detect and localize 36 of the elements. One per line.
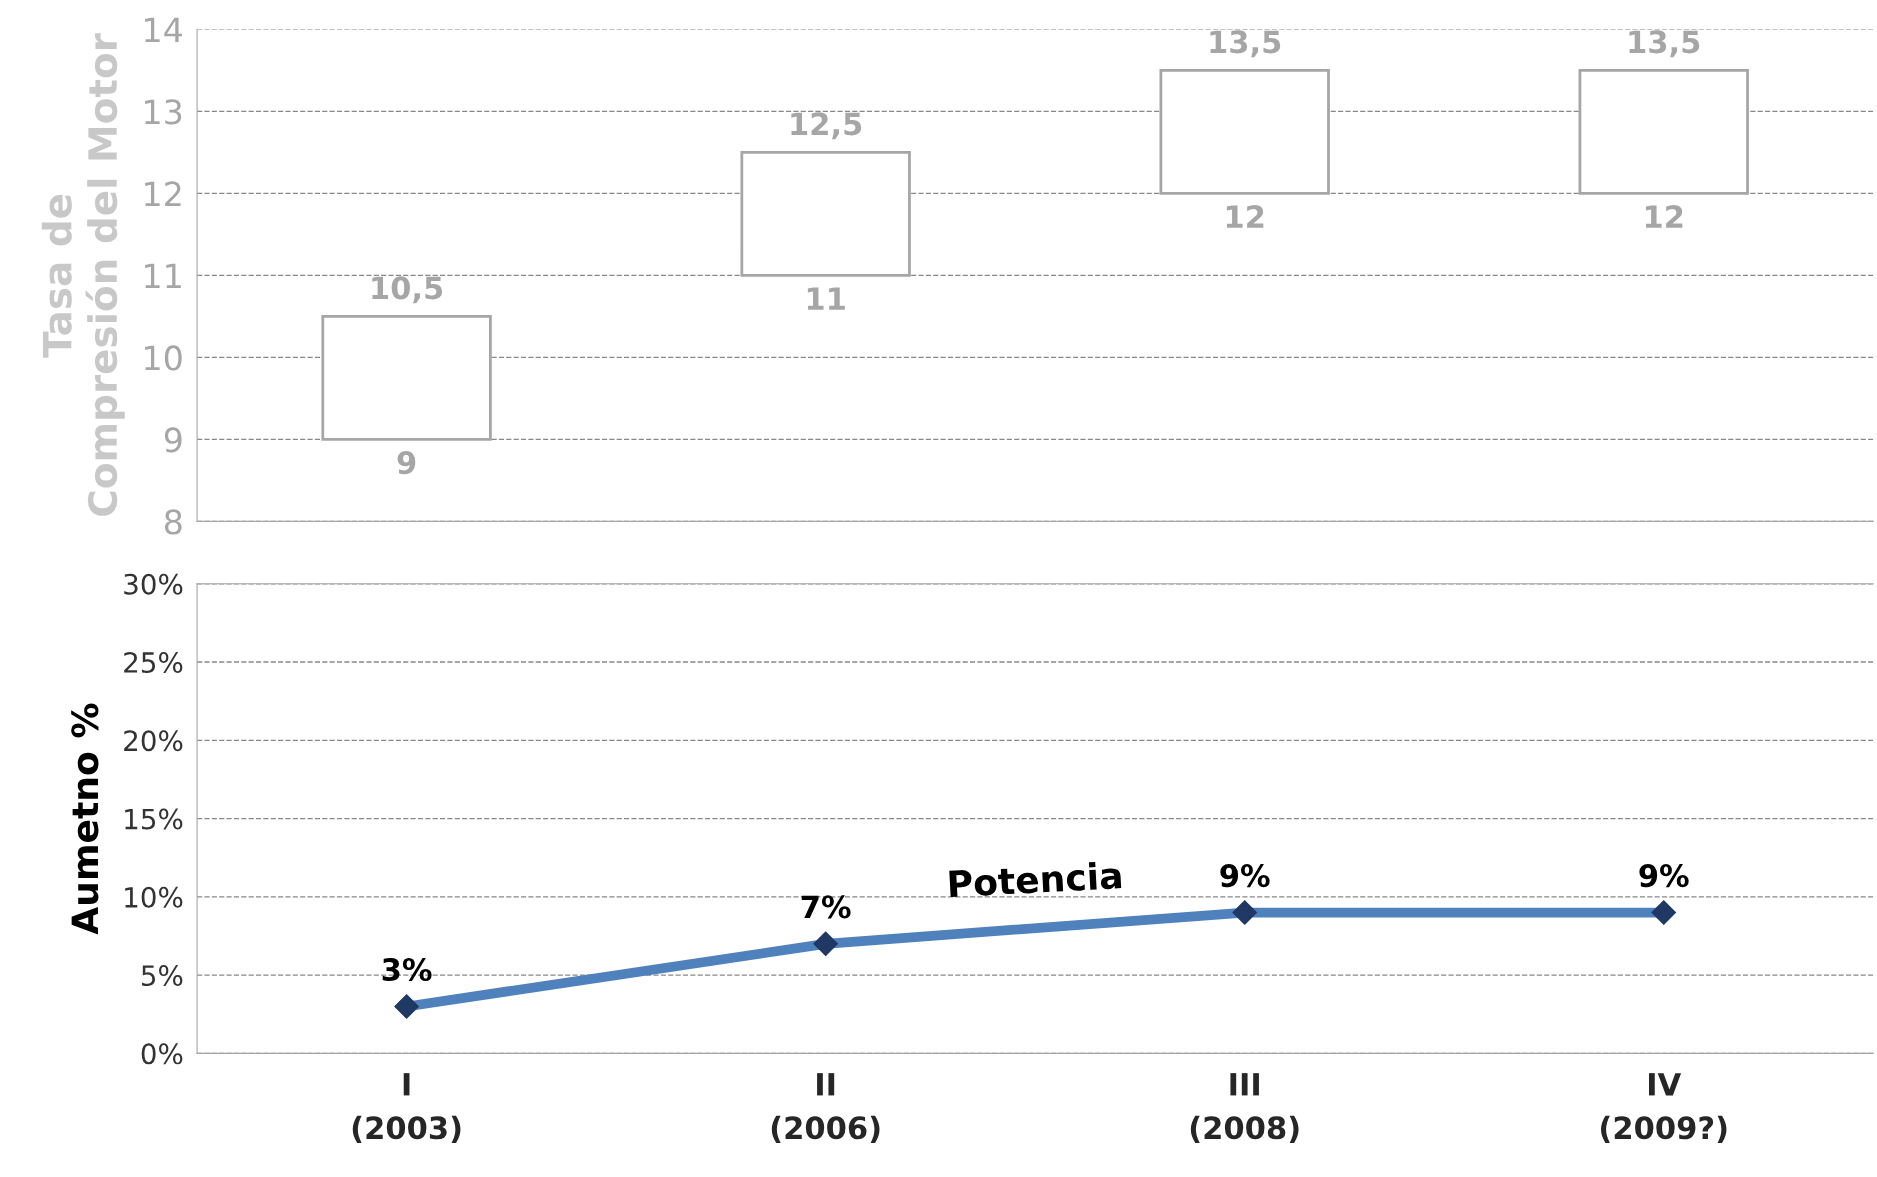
y-axis-title: Aumetno % [71, 703, 99, 935]
y-tick-label: 0% [141, 1043, 183, 1065]
x-tick-label: I (2003) [352, 1073, 461, 1143]
data-label: 7% [801, 895, 851, 919]
y-tick-label: 9 [164, 427, 182, 453]
y-tick-label: 20% [124, 730, 183, 752]
data-label: 9% [1220, 864, 1270, 888]
bar [321, 315, 492, 441]
x-tick-label: IV (2009?) [1601, 1073, 1727, 1143]
annotation: 12,5 [791, 112, 862, 140]
y-tick-label: 30% [124, 573, 183, 595]
annotation: 12 [1645, 205, 1683, 228]
y-tick-label: 25% [124, 652, 183, 674]
y-tick-label: 13 [145, 99, 182, 125]
bar [1578, 69, 1749, 195]
annotation: 13,5 [1629, 30, 1700, 58]
x-tick-label: III (2008) [1190, 1073, 1299, 1143]
y-tick-label: 14 [145, 17, 183, 43]
y-tick-label: 8 [164, 509, 182, 535]
y-tick-label: 10% [125, 886, 183, 908]
y-tick-label: 5% [141, 965, 183, 987]
annotation: 11 [807, 287, 845, 310]
y-tick-label: 15% [125, 808, 183, 830]
y-tick-label: 12 [145, 181, 181, 207]
annotation: 12 [1226, 205, 1264, 228]
series-label: Potencia [949, 860, 1122, 898]
bar [740, 151, 911, 277]
annotation: 13,5 [1210, 30, 1281, 58]
data-label: 9% [1639, 864, 1689, 888]
annotation: 10,5 [372, 276, 443, 304]
annotation: 9 [397, 451, 416, 475]
y-tick-label: 11 [145, 263, 181, 289]
x-tick-label: II (2006) [771, 1073, 880, 1143]
data-label: 3% [382, 957, 432, 982]
y-tick-label: 10 [145, 345, 182, 371]
bar [1159, 69, 1330, 195]
